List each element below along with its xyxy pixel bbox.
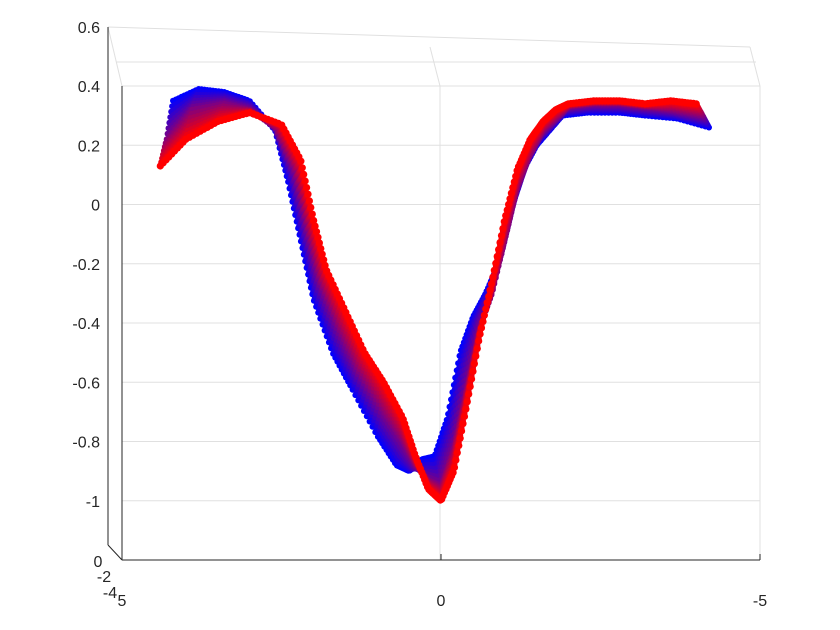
data-point [486,286,494,294]
data-point [492,259,500,267]
depth-axis-line [107,544,123,561]
data-point [496,238,504,247]
depth-tick-label-0: 0 [94,554,103,571]
data-point [476,330,484,338]
data-point [477,324,486,332]
data-point [465,390,473,398]
data-point [315,239,323,247]
data-point [472,352,480,360]
data-point [469,367,477,375]
data-point [460,412,469,421]
z-tick-label: -0.4 [72,316,100,333]
z-tick-label: 0.6 [78,20,100,37]
data-point [450,463,459,471]
data-point [507,189,515,197]
z-tick-label: -0.8 [72,435,100,452]
box-top-left-edge [107,26,123,87]
data-point [500,218,508,226]
z-tick-label: -0.2 [72,257,100,274]
data-point [455,442,463,450]
data-point [480,311,488,319]
data-point [303,184,311,192]
data-point [452,456,460,464]
data-point [475,337,483,345]
data-point [489,273,497,281]
z-tick-label: -1 [86,494,100,511]
data-point [310,216,318,225]
data-point [483,299,491,307]
data-point [506,195,514,203]
data-points [156,86,712,504]
data-point [499,225,507,233]
data-point [456,434,464,442]
x-axis-ticks: 5 0 -5 [118,554,767,610]
data-point [505,200,513,208]
data-point [485,292,493,301]
data-point [462,405,470,413]
data-point [463,398,471,406]
data-point [466,383,474,391]
data-point [468,375,476,383]
data-point [473,345,481,353]
data-point [490,266,498,274]
data-point [458,427,466,435]
x-tick-label: 0 [437,593,446,610]
data-point [311,222,319,230]
z-axis-ticks: 0.6 0.4 0.2 0 -0.2 -0.4 -0.6 -0.8 -1 [72,20,100,511]
data-point [502,212,510,220]
data-point [317,245,325,253]
data-point [512,172,520,180]
data-point [482,305,490,313]
data-point [453,449,461,457]
box-top-back-edge [107,26,751,48]
data-point [509,183,517,192]
data-point [470,360,478,368]
data-point [321,261,329,269]
box-top-center-edge [429,46,441,87]
data-point [493,252,501,260]
data-point [305,197,313,205]
x-tick-label: 5 [118,593,127,610]
data-point [487,280,496,288]
data-point [510,178,518,186]
data-point [459,420,467,428]
data-point [297,157,305,165]
depth-tick-label-1: -2 [97,569,111,586]
data-point [298,164,306,172]
z-tick-label: -0.6 [72,375,100,392]
data-point [503,206,511,214]
data-point [301,177,309,185]
data-point [318,250,326,258]
data-point [495,245,503,254]
z-tick-label: 0.4 [78,79,100,96]
z-tick-label: 0 [91,198,100,215]
box-top-right-edge [749,46,761,87]
data-point [312,228,321,236]
data-point [314,233,322,241]
data-point [320,256,328,264]
data-point [497,232,506,240]
data-point [692,100,700,108]
data-point [304,190,312,198]
depth-tick-label-2: -4 [103,585,117,602]
x-tick-label: -5 [753,593,767,610]
data-point [308,210,316,218]
z-tick-label: 0.2 [78,138,100,155]
data-point [307,203,315,212]
data-point [300,170,308,178]
data-point [479,318,487,326]
